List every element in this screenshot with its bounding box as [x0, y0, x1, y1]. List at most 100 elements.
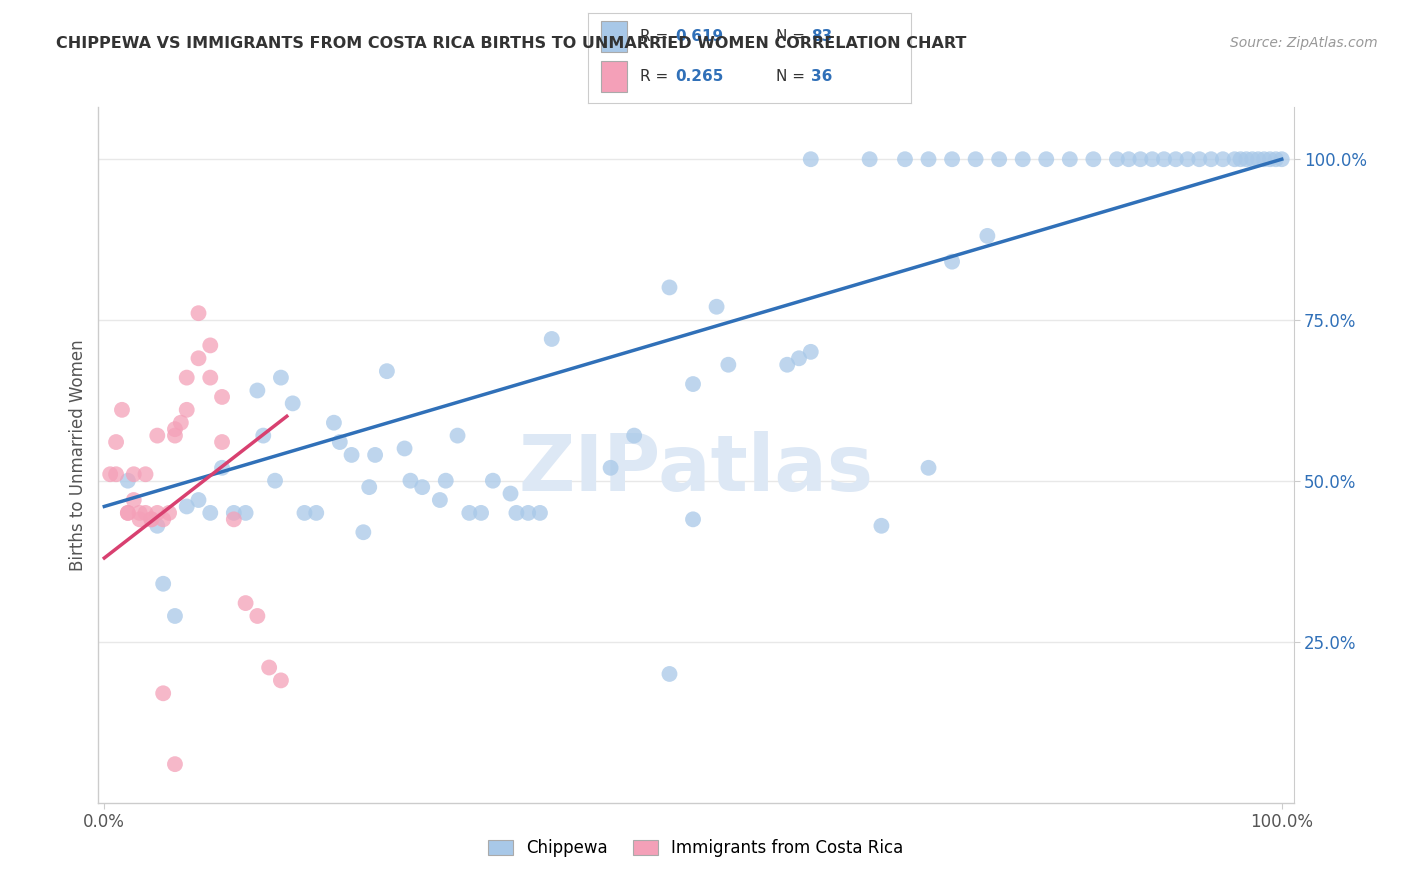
- Point: [200, 338, 222, 352]
- Point: [235, 506, 257, 520]
- Point: [517, 506, 540, 520]
- Point: [1264, 152, 1286, 166]
- Point: [211, 460, 233, 475]
- Point: [152, 576, 174, 591]
- Point: [429, 493, 451, 508]
- Point: [128, 512, 150, 526]
- Point: [540, 332, 562, 346]
- Point: [187, 493, 209, 508]
- Point: [529, 506, 551, 520]
- Text: R =: R =: [640, 69, 673, 84]
- Point: [257, 660, 280, 674]
- Point: [470, 506, 492, 520]
- Point: [776, 358, 799, 372]
- Point: [394, 442, 416, 456]
- Point: [988, 152, 1011, 166]
- Point: [682, 512, 704, 526]
- Point: [98, 467, 121, 482]
- Point: [352, 525, 374, 540]
- Point: [787, 351, 810, 366]
- Point: [222, 512, 245, 526]
- Point: [1199, 152, 1222, 166]
- Point: [411, 480, 433, 494]
- Text: Source: ZipAtlas.com: Source: ZipAtlas.com: [1230, 36, 1378, 50]
- Point: [917, 152, 939, 166]
- Text: R =: R =: [640, 29, 673, 44]
- Point: [359, 480, 381, 494]
- Point: [246, 384, 269, 398]
- Point: [117, 506, 139, 520]
- Point: [1164, 152, 1187, 166]
- Point: [340, 448, 363, 462]
- Text: 83: 83: [811, 29, 832, 44]
- Point: [146, 506, 169, 520]
- Point: [281, 396, 304, 410]
- Point: [170, 416, 193, 430]
- Point: [294, 506, 316, 520]
- Point: [434, 474, 457, 488]
- Point: [270, 673, 292, 688]
- Point: [800, 152, 823, 166]
- Point: [1247, 152, 1270, 166]
- Point: [1059, 152, 1081, 166]
- Point: [1241, 152, 1264, 166]
- Point: [499, 486, 522, 500]
- Point: [134, 467, 156, 482]
- Point: [1153, 152, 1175, 166]
- Y-axis label: Births to Unmarried Women: Births to Unmarried Women: [69, 339, 87, 571]
- Point: [146, 518, 169, 533]
- Point: [1011, 152, 1033, 166]
- Point: [965, 152, 987, 166]
- Point: [111, 402, 134, 417]
- Text: N =: N =: [776, 29, 810, 44]
- Point: [482, 474, 505, 488]
- Point: [105, 435, 128, 450]
- Point: [105, 467, 128, 482]
- Point: [211, 390, 233, 404]
- Point: [1212, 152, 1234, 166]
- Point: [211, 435, 233, 450]
- FancyBboxPatch shape: [602, 61, 627, 92]
- Point: [1223, 152, 1246, 166]
- Text: N =: N =: [776, 69, 810, 84]
- Point: [894, 152, 917, 166]
- Point: [329, 435, 352, 450]
- Point: [505, 506, 527, 520]
- Point: [1236, 152, 1258, 166]
- Point: [246, 609, 269, 624]
- Point: [117, 474, 139, 488]
- Point: [187, 351, 209, 366]
- Point: [163, 609, 186, 624]
- Point: [117, 506, 139, 520]
- Point: [1129, 152, 1152, 166]
- Point: [623, 428, 645, 442]
- Point: [163, 422, 186, 436]
- Point: [682, 377, 704, 392]
- Text: 36: 36: [811, 69, 832, 84]
- Point: [176, 500, 198, 514]
- Point: [322, 416, 344, 430]
- Point: [141, 512, 163, 526]
- Point: [264, 474, 287, 488]
- Point: [176, 402, 198, 417]
- Text: ZIPatlas: ZIPatlas: [519, 431, 873, 507]
- Point: [800, 344, 823, 359]
- Point: [941, 152, 963, 166]
- Point: [176, 370, 198, 384]
- Point: [128, 506, 150, 520]
- Point: [1118, 152, 1140, 166]
- Point: [1083, 152, 1105, 166]
- Point: [134, 506, 156, 520]
- Point: [252, 428, 274, 442]
- Point: [141, 512, 163, 526]
- Point: [163, 428, 186, 442]
- Point: [364, 448, 387, 462]
- Point: [859, 152, 882, 166]
- Point: [941, 254, 963, 268]
- Point: [222, 506, 245, 520]
- Point: [706, 300, 728, 314]
- Point: [446, 428, 468, 442]
- Point: [1105, 152, 1128, 166]
- Point: [458, 506, 481, 520]
- Point: [1253, 152, 1275, 166]
